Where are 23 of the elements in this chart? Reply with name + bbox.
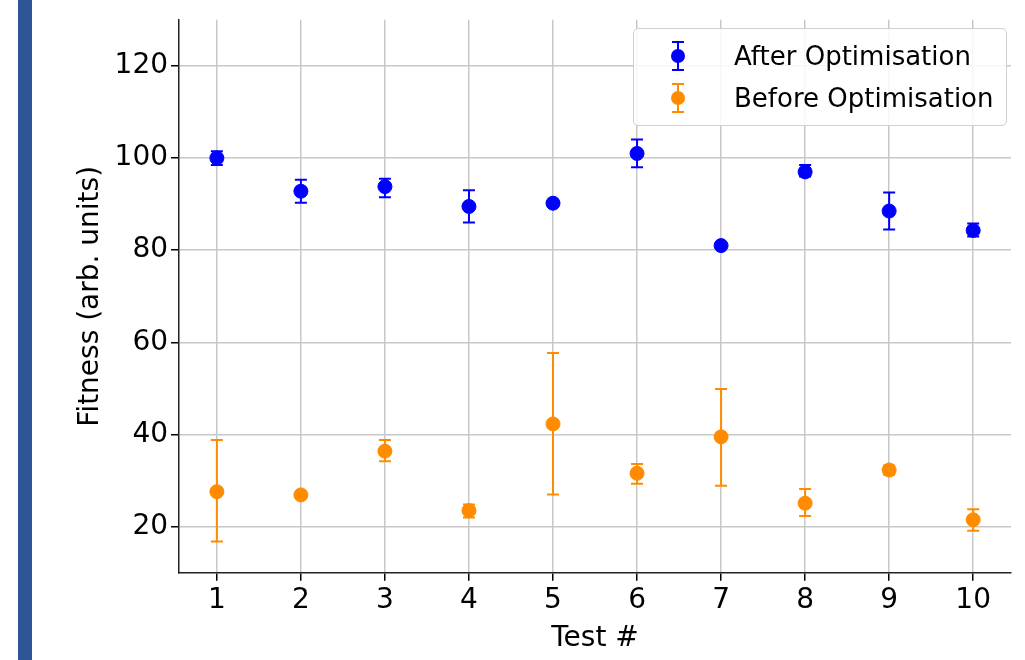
point (545, 195, 561, 211)
x-tick-label: 9 (880, 581, 899, 615)
x-tick-label: 8 (796, 581, 815, 615)
y-axis-title: Fitness (arb. units) (72, 165, 106, 427)
y-tick-label: 60 (132, 323, 169, 357)
x-axis-title: Test # (550, 620, 639, 654)
y-tick-label: 100 (114, 139, 169, 173)
y-tick-label: 120 (114, 47, 169, 81)
legend-label: Before Optimisation (734, 82, 994, 113)
y-tick-label: 80 (132, 231, 169, 265)
legend-label: After Optimisation (734, 40, 971, 71)
x-tick-label: 6 (628, 581, 646, 615)
x-tick-label: 10 (955, 581, 991, 615)
x-tick-label: 4 (460, 581, 478, 615)
x-tick-label: 7 (712, 581, 730, 615)
x-tick-label: 3 (376, 581, 394, 615)
x-tick-label: 5 (544, 581, 562, 615)
x-tick-label: 2 (291, 581, 310, 615)
point (713, 238, 729, 254)
y-tick-label: 20 (132, 508, 169, 541)
x-tick-label: 1 (207, 581, 226, 615)
point (293, 487, 309, 503)
y-tick-label: 40 (132, 415, 169, 449)
